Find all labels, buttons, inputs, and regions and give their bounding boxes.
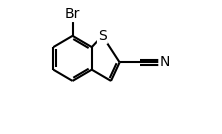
Text: S: S bbox=[98, 29, 107, 43]
Text: Br: Br bbox=[65, 7, 80, 21]
Text: N: N bbox=[159, 55, 170, 69]
